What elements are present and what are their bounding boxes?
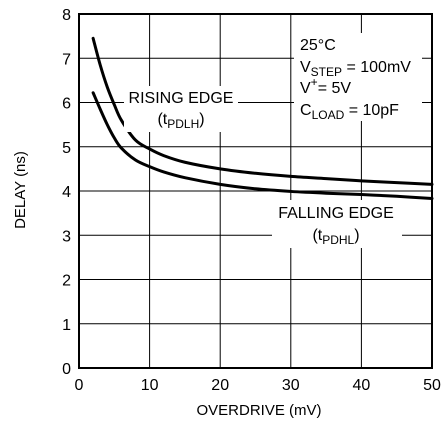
condition-cload: CLOAD = 10pF: [300, 102, 399, 122]
y-tick-label: 2: [62, 273, 71, 290]
falling-edge-label: FALLING EDGE: [278, 205, 394, 222]
series-curves: [91, 36, 434, 201]
y-tick-label: 8: [62, 7, 71, 24]
y-axis-title: DELAY (ns): [12, 151, 29, 229]
rising-edge-label: RISING EDGE: [129, 90, 234, 107]
falling-edge-curve: [91, 91, 434, 201]
condition-vstep: VSTEP = 100mV: [300, 59, 411, 79]
y-tick-label: 4: [62, 184, 71, 201]
x-tick-label: 40: [353, 377, 371, 394]
x-tick-label: 10: [141, 377, 159, 394]
y-tick-label: 5: [62, 140, 71, 157]
rising-label-bg: [124, 86, 238, 132]
y-tick-label: 6: [62, 96, 71, 113]
y-tick-label: 1: [62, 317, 71, 334]
tick-labels: 0 10 20 30 40 50 0 1 2 3 4 5 6 7 8: [62, 7, 441, 394]
x-tick-label: 30: [282, 377, 300, 394]
plot-frame: [78, 13, 433, 369]
y-tick-label: 3: [62, 228, 71, 245]
y-tick-label: 7: [62, 51, 71, 68]
y-tick-label: 0: [62, 361, 71, 378]
falling-label-bg: [272, 200, 402, 248]
condition-vplus: V+= 5V: [300, 75, 351, 97]
x-axis-title: OVERDRIVE (mV): [196, 402, 321, 419]
x-tick-label: 50: [423, 377, 441, 394]
x-tick-label: 20: [211, 377, 229, 394]
rising-edge-curve: [91, 36, 434, 186]
conditions-bg: [294, 33, 422, 121]
condition-temperature: 25°C: [300, 37, 336, 54]
x-tick-label: 0: [75, 377, 84, 394]
